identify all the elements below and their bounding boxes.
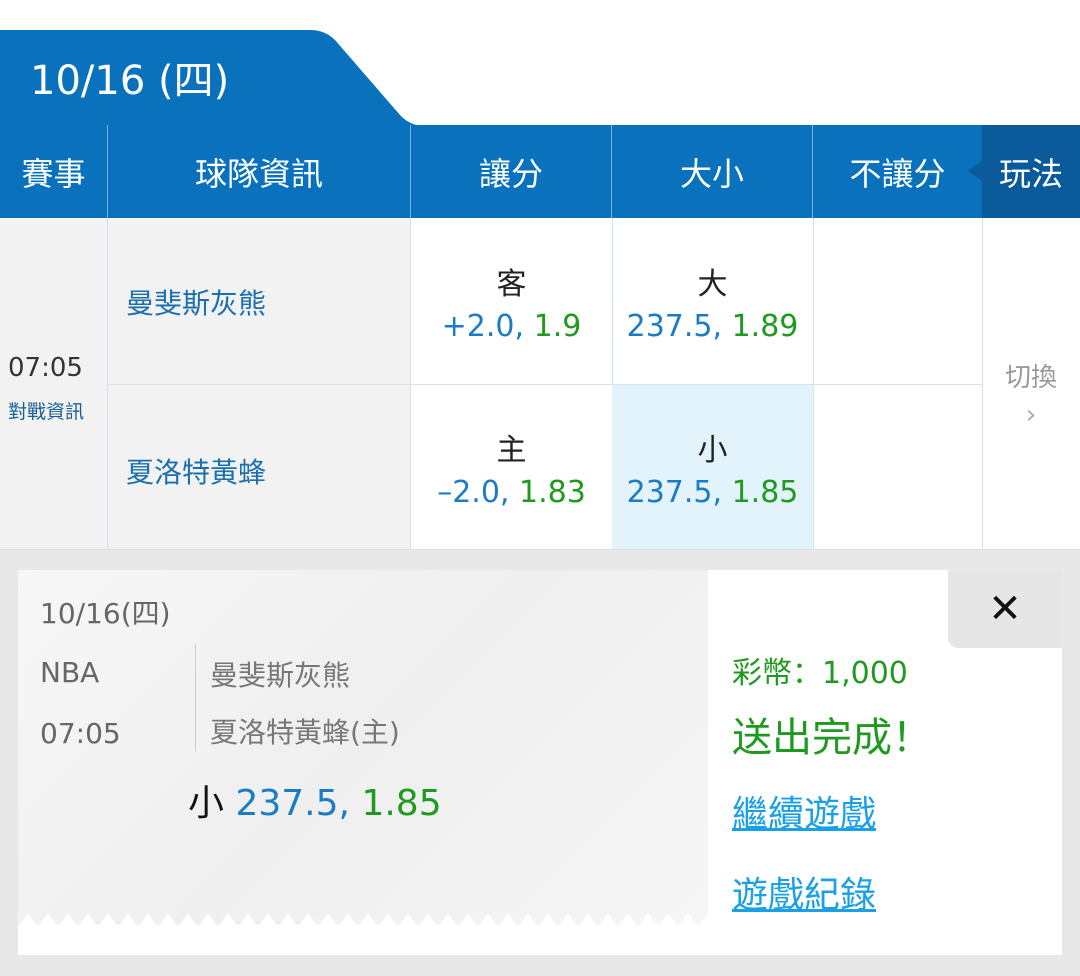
ticket-time: 07:05 <box>40 717 121 750</box>
header-event: 賽事 <box>0 125 108 218</box>
switch-button[interactable]: 切換 › <box>982 218 1080 550</box>
line: +2.0, <box>441 308 525 344</box>
away-moneyline-empty <box>813 218 983 385</box>
option-label: 客 <box>496 266 527 302</box>
header-team-info: 球隊資訊 <box>108 125 411 218</box>
event-cell: 07:05 對戰資訊 <box>0 218 108 550</box>
ticket-date: 10/16(四) <box>40 597 171 630</box>
tab-total[interactable]: 大小 <box>612 125 813 218</box>
pick-odds: 1.85 <box>361 783 442 824</box>
option-label: 小 <box>697 432 728 468</box>
game-history-link[interactable]: 遊戲紀錄 <box>732 875 877 916</box>
tab-play[interactable]: 玩法 <box>998 154 1063 193</box>
play-tab-bg <box>968 125 1080 218</box>
continue-game-link[interactable]: 繼續遊戲 <box>732 794 877 835</box>
coins-balance: 彩幣：1,000 <box>732 656 908 691</box>
odds: 1.89 <box>731 308 799 344</box>
tab-moneyline[interactable]: 不讓分 <box>849 154 946 193</box>
home-spread-option[interactable]: 主 –2.0, 1.83 <box>411 385 613 550</box>
close-icon: ✕ <box>988 586 1022 632</box>
tab-spread[interactable]: 讓分 <box>411 125 612 218</box>
matchup-info-link[interactable]: 對戰資訊 <box>8 401 85 423</box>
under-option-selected[interactable]: 小 237.5, 1.85 <box>612 385 814 550</box>
table-header: 賽事 球隊資訊 讓分 大小 不讓分 玩法 <box>0 125 1080 218</box>
option-label: 大 <box>697 266 728 302</box>
close-button[interactable]: ✕ <box>948 570 1062 648</box>
switch-label: 切換 <box>1004 363 1057 393</box>
away-spread-option[interactable]: 客 +2.0, 1.9 <box>411 218 613 385</box>
bet-ticket <box>18 570 708 927</box>
odds: 1.83 <box>519 474 586 510</box>
home-team: 夏洛特黃蜂 <box>108 385 411 550</box>
ticket-away: 曼斐斯灰熊 <box>210 659 351 692</box>
away-team: 曼斐斯灰熊 <box>108 218 411 385</box>
chevron-right-icon: › <box>1025 400 1037 430</box>
ticket-home: 夏洛特黃蜂(主) <box>210 716 400 749</box>
match-time: 07:05 <box>8 353 83 383</box>
odds: 1.85 <box>731 474 799 510</box>
date-tab <box>0 30 425 126</box>
option-label: 主 <box>496 432 527 468</box>
over-option[interactable]: 大 237.5, 1.89 <box>612 218 814 385</box>
divider <box>195 643 196 751</box>
line: –2.0, <box>437 474 510 510</box>
date-tab-label: 10/16 (四) <box>30 58 230 104</box>
pick-label: 小 <box>188 783 225 824</box>
home-moneyline-empty <box>813 385 983 550</box>
ticket-zigzag-edge <box>18 913 708 927</box>
odds: 1.9 <box>533 308 582 344</box>
ticket-pick: 小 237.5, 1.85 <box>188 774 442 826</box>
line: 237.5, <box>626 308 723 344</box>
status-message: 送出完成！ <box>732 715 932 761</box>
pick-line: 237.5, <box>235 783 350 824</box>
ticket-league: NBA <box>40 656 100 689</box>
line: 237.5, <box>626 474 723 510</box>
